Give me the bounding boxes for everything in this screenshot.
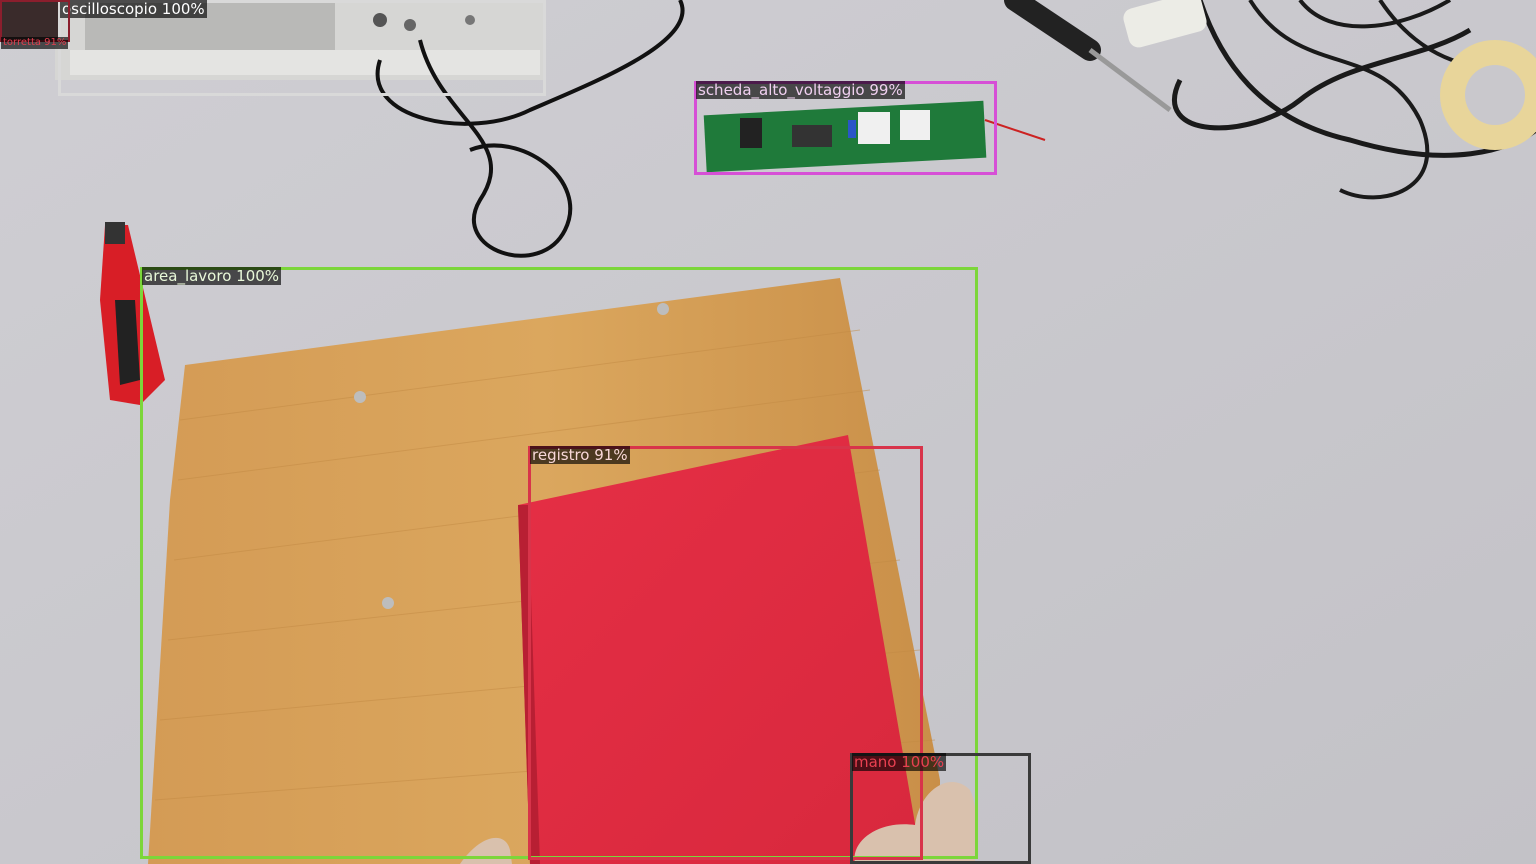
detection-label: oscilloscopio 100% bbox=[60, 0, 207, 18]
detection-label: area_lavoro 100% bbox=[142, 267, 282, 285]
detection-label: mano 100% bbox=[852, 753, 947, 771]
detection-box-hand: mano 100% bbox=[850, 753, 1031, 864]
detection-box-high-voltage-board: scheda_alto_voltaggio 99% bbox=[694, 81, 997, 175]
detection-box-oscilloscope: oscilloscopio 100% bbox=[58, 0, 546, 96]
high-voltage-board-object bbox=[703, 100, 1046, 173]
detection-label: registro 91% bbox=[530, 446, 630, 464]
detection-box-turret: torretta 91% bbox=[0, 0, 70, 49]
detection-label: scheda_alto_voltaggio 99% bbox=[696, 81, 905, 99]
detection-box-register: registro 91% bbox=[528, 446, 923, 860]
detection-label: torretta 91% bbox=[1, 37, 69, 49]
